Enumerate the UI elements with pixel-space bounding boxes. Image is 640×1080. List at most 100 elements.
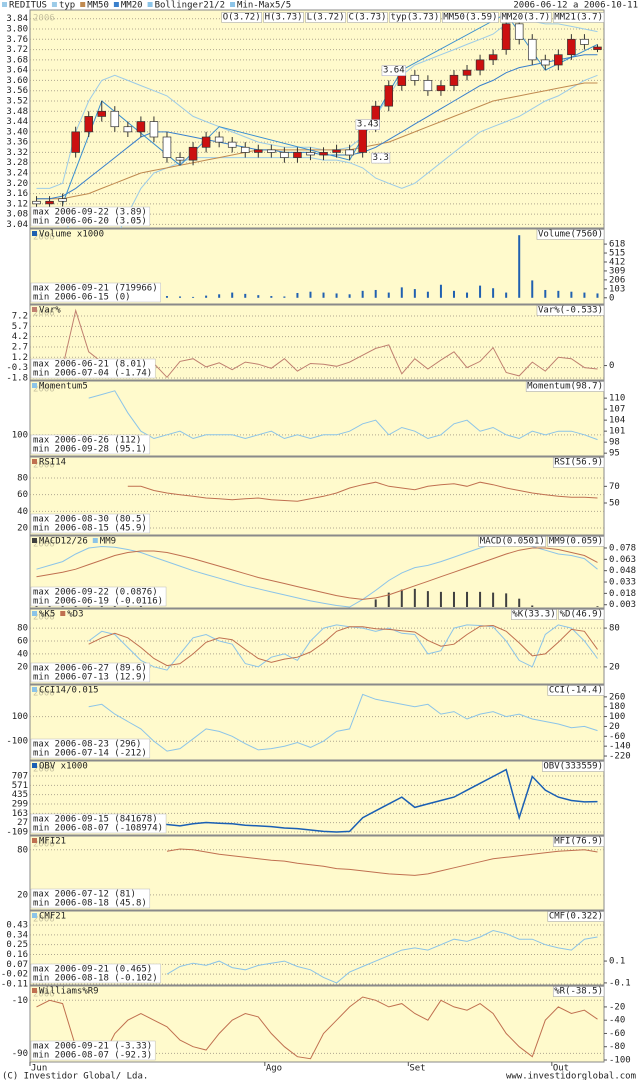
- y-tick-label: 1.2: [12, 353, 28, 363]
- y2-tick-label: 110: [609, 394, 625, 404]
- bar: [244, 293, 247, 298]
- note: min 2006-09-28 (95.1): [33, 445, 147, 455]
- y-tick-label: 80: [17, 845, 28, 855]
- legend-icon: [230, 2, 236, 7]
- y-tick-label: -90: [12, 1049, 28, 1059]
- candle-body: [110, 110, 120, 128]
- bar: [452, 290, 455, 298]
- panel-value-box: [547, 536, 605, 547]
- y-tick-label: 20: [17, 890, 28, 900]
- bar: [413, 588, 416, 607]
- bar: [531, 280, 534, 298]
- panel-value-box: [542, 761, 605, 772]
- note: min 2006-08-18 (45.8): [33, 899, 147, 909]
- bar: [192, 296, 195, 298]
- candle-body: [280, 152, 289, 158]
- y-tick-label: 3.40: [6, 127, 28, 137]
- y2-tick-label: -20: [609, 1002, 625, 1012]
- watermark: 2006: [33, 233, 55, 243]
- note-box: [30, 513, 151, 534]
- note: max 2006-06-26 (112): [33, 436, 141, 446]
- y-tick-label: 80: [17, 624, 28, 634]
- series-line: [36, 547, 598, 600]
- watermark: 2006: [33, 540, 55, 550]
- y2-tick-label: 100: [609, 712, 625, 722]
- y2-tick-label: 0.048: [609, 566, 636, 576]
- panel-value: H(3.73): [265, 13, 303, 23]
- panel-label: OBV x1000: [39, 762, 88, 772]
- watermark: 2006: [33, 613, 55, 623]
- panel-value: Momentum(98.7): [527, 382, 603, 392]
- y2-tick-label: -80: [609, 1042, 625, 1052]
- y-tick-label: 3.24: [6, 169, 28, 179]
- series-line: [88, 624, 598, 667]
- y-tick-label: 3.04: [6, 220, 28, 230]
- bar: [400, 287, 403, 298]
- candle-body: [123, 126, 133, 133]
- annotation: 3.43: [357, 120, 379, 130]
- watermark: 2006: [33, 765, 55, 775]
- y-tick-label: 3.84: [6, 14, 28, 24]
- bar: [479, 285, 482, 298]
- note-box: [30, 738, 151, 759]
- bar: [439, 284, 442, 298]
- note: min 2006-06-19 (-0.0116): [33, 597, 163, 607]
- panel-value-box: [552, 12, 605, 23]
- panel-value-box: [547, 685, 605, 696]
- candle-body: [541, 59, 550, 66]
- bar: [218, 294, 221, 298]
- panel-label: %K5: [39, 610, 55, 620]
- website: www.investidorglobal.com: [506, 1072, 636, 1080]
- plot: [166, 848, 598, 876]
- note: min 2006-06-15 (0): [33, 293, 131, 303]
- bar: [335, 293, 338, 298]
- y2-tick-label: 0.063: [609, 555, 636, 565]
- bar: [309, 291, 312, 298]
- note: max 2006-07-12 (81): [33, 890, 136, 900]
- note: max 2006-08-23 (296): [33, 740, 141, 750]
- bar: [374, 289, 377, 298]
- panel-value: MM20(3.7): [501, 13, 550, 23]
- series-line: [88, 624, 598, 671]
- panel-value-box: [558, 609, 605, 620]
- bar: [387, 292, 390, 298]
- bar: [544, 289, 547, 298]
- series-line: [36, 54, 598, 200]
- y-tick-label: 100: [12, 430, 28, 440]
- panel-value: MFI(76.9): [554, 837, 603, 847]
- bar: [505, 593, 508, 607]
- plot: [36, 996, 598, 1060]
- y-tick-label: 0.07: [6, 960, 28, 970]
- y2-tick-label: 50: [609, 499, 620, 509]
- candle-body: [214, 136, 224, 143]
- panel: 2006 7.25.74.22.71.2-0.3-1.8 0 max 2006-06-…: [6, 304, 614, 383]
- panel: 2006 80 20 max 2006-07-12 (81)min 2006-08-1…: [17, 835, 605, 911]
- bar: [400, 589, 403, 607]
- candle-body: [554, 54, 563, 66]
- y-tick-label: 20: [17, 662, 28, 672]
- note: max 2006-06-27 (89.6): [33, 664, 147, 674]
- y-tick-label: 0.34: [6, 930, 28, 940]
- panel-value-box: [536, 229, 605, 240]
- bar: [296, 293, 299, 298]
- panel-value-box: [478, 536, 547, 547]
- bar: [426, 591, 429, 607]
- candle-body: [175, 157, 185, 161]
- panel-label: MACD12/26: [39, 537, 88, 547]
- bar: [283, 296, 286, 298]
- legend-icon: [32, 611, 37, 616]
- panel-value: OBV(333559): [543, 762, 603, 772]
- y-tick-label: 3.56: [6, 86, 28, 96]
- y2-tick-label: -140: [609, 742, 631, 752]
- panel-value-box: [500, 12, 552, 23]
- panel: 2006 80 60 40 20 80 20 max 2006-06-27 (89.6)min…: [17, 608, 620, 685]
- panel-value: MM21(3.7): [554, 13, 603, 23]
- panel-value: %R(-38.5): [554, 987, 603, 997]
- y-tick-label: 707: [12, 772, 28, 782]
- bar: [531, 605, 534, 607]
- candle-body: [449, 74, 459, 86]
- y2-tick-label: -100: [609, 1056, 631, 1066]
- legend-icon: [147, 2, 153, 7]
- y2-tick-label: 309: [609, 266, 625, 276]
